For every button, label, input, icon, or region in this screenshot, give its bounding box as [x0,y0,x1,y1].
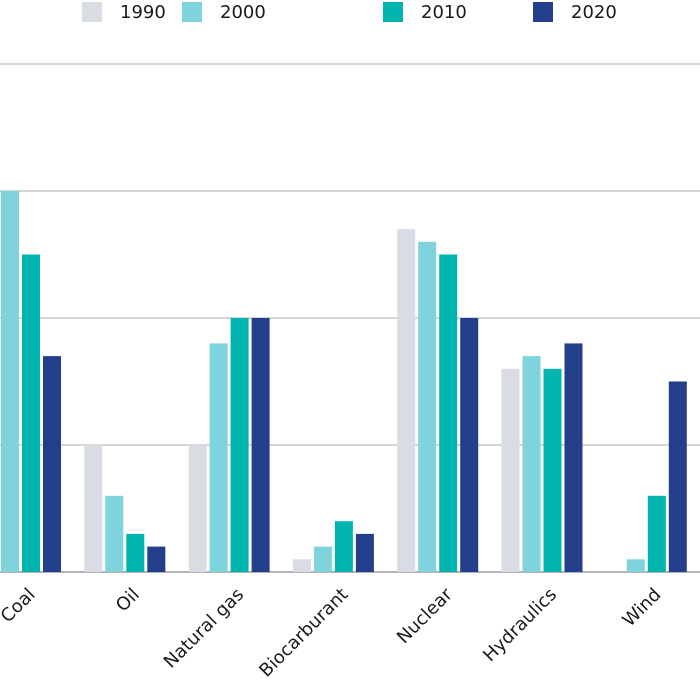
bar [501,368,520,572]
legend-label: 2020 [571,2,617,23]
bar [188,445,207,572]
bar [626,559,645,572]
legend-swatch [82,2,102,22]
legend-swatch [383,2,403,22]
legend-swatch [182,2,202,22]
bar [292,559,311,572]
x-tick-label: Biocarburant [255,584,352,681]
bar [334,521,353,572]
bar [460,318,479,572]
legend-label: 2010 [421,2,467,23]
x-tick-label: Oil [112,584,144,616]
bar [397,229,416,572]
bar [439,254,458,572]
x-tick-label: Wind [619,584,666,631]
bar [543,368,562,572]
bar [251,318,270,572]
bar [230,318,249,572]
bar [522,356,541,572]
bar [209,343,228,572]
bar [147,546,166,572]
bar [22,254,40,572]
bar [564,343,583,572]
x-tick-label: Natural gas [160,584,248,672]
bar [126,533,145,572]
legend-swatch [533,2,553,22]
legend-label: 2000 [220,2,266,23]
bar [355,533,374,572]
bar [313,546,332,572]
x-tick-label: Hydraulics [479,584,561,666]
x-tick-label: Nuclear [393,584,457,648]
bar [418,241,437,573]
bar [668,381,687,572]
bar [105,495,124,572]
bar [1,191,19,572]
bar [84,445,103,572]
legend-label: 1990 [120,2,166,23]
bar [647,495,666,572]
x-tick-label: Coal [0,584,40,627]
bar [43,356,61,572]
